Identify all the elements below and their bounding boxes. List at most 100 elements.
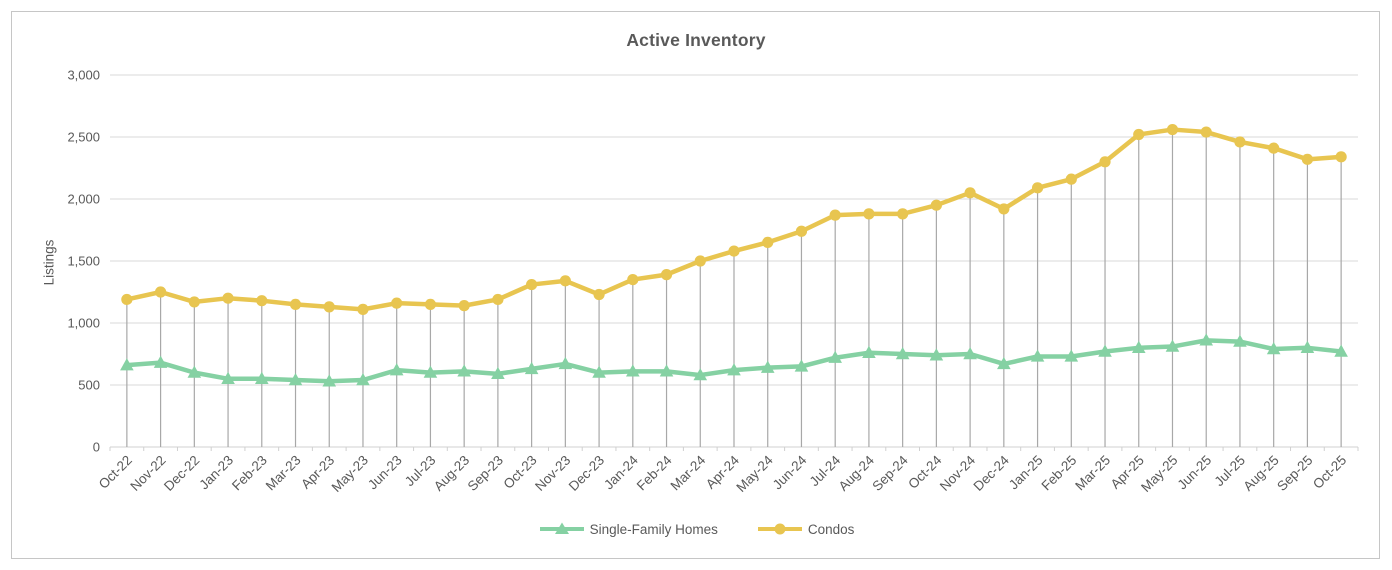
condos-point-marker[interactable]: [795, 225, 808, 237]
single-family-point-marker[interactable]: [794, 359, 809, 372]
x-tick-label: Sep-24: [869, 452, 911, 494]
single-family-point-marker[interactable]: [120, 358, 134, 371]
single-family-point-marker[interactable]: [895, 347, 910, 360]
single-family-point-marker[interactable]: [1199, 333, 1214, 346]
x-tick-label: Nov-23: [532, 453, 573, 494]
single-family-point-marker[interactable]: [558, 356, 573, 370]
condos-point-marker[interactable]: [391, 297, 403, 309]
condos-point-marker[interactable]: [222, 292, 234, 304]
chart-legend: Single-Family Homes Condos: [0, 521, 1392, 537]
condos-point-marker[interactable]: [154, 286, 167, 298]
single-family-point-marker[interactable]: [1098, 344, 1112, 357]
single-family-point-marker[interactable]: [1300, 340, 1315, 353]
condos-point-marker[interactable]: [964, 187, 976, 199]
condos-point-marker[interactable]: [526, 278, 538, 291]
x-tick-label: May-23: [329, 453, 371, 495]
single-family-point-marker[interactable]: [1131, 340, 1146, 353]
x-tick-label: Oct-25: [1310, 453, 1349, 492]
x-tick-label: Feb-24: [634, 452, 675, 493]
condos-point-marker[interactable]: [121, 293, 133, 306]
condos-point-marker[interactable]: [1166, 123, 1179, 136]
condos-point-marker[interactable]: [492, 293, 504, 306]
condos-point-marker[interactable]: [289, 298, 302, 310]
single-family-point-marker[interactable]: [760, 360, 775, 373]
legend-label-single-family: Single-Family Homes: [589, 521, 718, 537]
condos-point-marker[interactable]: [323, 301, 335, 313]
condos-point-marker[interactable]: [762, 236, 774, 248]
condos-point-marker[interactable]: [998, 203, 1010, 215]
x-tick-label: Dec-22: [161, 453, 202, 494]
single-family-point-marker[interactable]: [693, 368, 708, 381]
condos-point-marker[interactable]: [1268, 142, 1280, 154]
condos-point-marker[interactable]: [1200, 126, 1212, 138]
legend-label-condos: Condos: [807, 521, 855, 537]
condos-point-marker[interactable]: [627, 274, 639, 286]
x-tick-label: Feb-25: [1039, 453, 1080, 494]
condos-line-marker-icon: [757, 523, 802, 535]
single-family-point-marker[interactable]: [322, 374, 337, 387]
condos-point-marker[interactable]: [1301, 153, 1314, 165]
single-family-point-marker[interactable]: [828, 350, 842, 363]
single-family-point-marker[interactable]: [1233, 334, 1247, 347]
x-tick-label: Feb-23: [229, 453, 270, 494]
condos-point-marker[interactable]: [256, 295, 268, 307]
legend-item-condos[interactable]: Condos: [756, 521, 855, 537]
legend-item-single-family[interactable]: Single-Family Homes: [538, 521, 718, 537]
condos-point-marker[interactable]: [1099, 156, 1111, 168]
condos-point-marker[interactable]: [728, 245, 740, 257]
single-family-point-marker[interactable]: [356, 373, 370, 386]
condos-point-marker[interactable]: [660, 269, 673, 281]
condos-point-marker[interactable]: [897, 208, 909, 220]
condos-point-marker[interactable]: [1031, 182, 1044, 194]
single-family-point-marker[interactable]: [592, 365, 606, 378]
y-tick-label: 1,500: [67, 254, 100, 269]
condos-point-marker[interactable]: [357, 303, 369, 315]
condos-point-marker[interactable]: [863, 208, 875, 220]
condos-point-marker[interactable]: [1065, 173, 1077, 185]
condos-point-marker[interactable]: [1335, 151, 1347, 163]
single-family-point-marker[interactable]: [423, 365, 438, 378]
condos-point-marker[interactable]: [424, 298, 437, 310]
single-family-point-marker[interactable]: [187, 365, 202, 378]
x-tick-label: Jan-24: [601, 452, 641, 492]
single-family-point-marker[interactable]: [221, 371, 235, 384]
single-family-point-marker[interactable]: [524, 361, 539, 375]
condos-point-marker[interactable]: [188, 296, 200, 308]
single-family-point-marker[interactable]: [997, 356, 1011, 370]
single-family-point-marker[interactable]: [929, 348, 944, 361]
condos-point-marker[interactable]: [1133, 128, 1145, 141]
single-family-point-marker[interactable]: [254, 371, 269, 384]
chart-frame: [11, 11, 1380, 559]
single-family-point-marker[interactable]: [288, 373, 303, 386]
condos-point-marker[interactable]: [559, 275, 571, 287]
y-tick-label: 3,000: [67, 68, 100, 83]
single-family-point-marker[interactable]: [862, 345, 876, 358]
single-family-point-marker[interactable]: [457, 364, 471, 377]
single-family-point-marker[interactable]: [1030, 349, 1045, 362]
single-family-point-marker[interactable]: [1266, 342, 1281, 355]
single-family-point-marker[interactable]: [659, 364, 674, 377]
single-family-point-marker[interactable]: [389, 363, 404, 376]
condos-point-marker[interactable]: [829, 209, 841, 221]
single-family-point-marker[interactable]: [963, 347, 977, 360]
single-family-point-marker[interactable]: [626, 364, 640, 377]
condos-point-marker[interactable]: [1234, 136, 1246, 148]
y-tick-label: 1,000: [67, 316, 100, 331]
single-family-point-marker[interactable]: [1064, 349, 1079, 362]
single-family-point-marker[interactable]: [1165, 339, 1180, 352]
x-tick-label: Mar-23: [263, 453, 304, 494]
condos-point-marker[interactable]: [694, 255, 706, 267]
condos-point-marker[interactable]: [458, 300, 470, 312]
single-family-point-marker[interactable]: [153, 355, 168, 368]
single-family-point-marker[interactable]: [1334, 344, 1348, 357]
single-family-point-marker[interactable]: [727, 363, 741, 376]
x-tick-label: Sep-25: [1274, 453, 1315, 494]
x-tick-label: Mar-24: [668, 452, 709, 493]
condos-point-marker[interactable]: [593, 288, 605, 301]
x-tick-label: Aug-24: [836, 452, 878, 494]
condos-point-marker[interactable]: [930, 199, 942, 211]
single-family-point-marker[interactable]: [491, 366, 505, 380]
y-tick-label: 2,000: [67, 192, 100, 207]
